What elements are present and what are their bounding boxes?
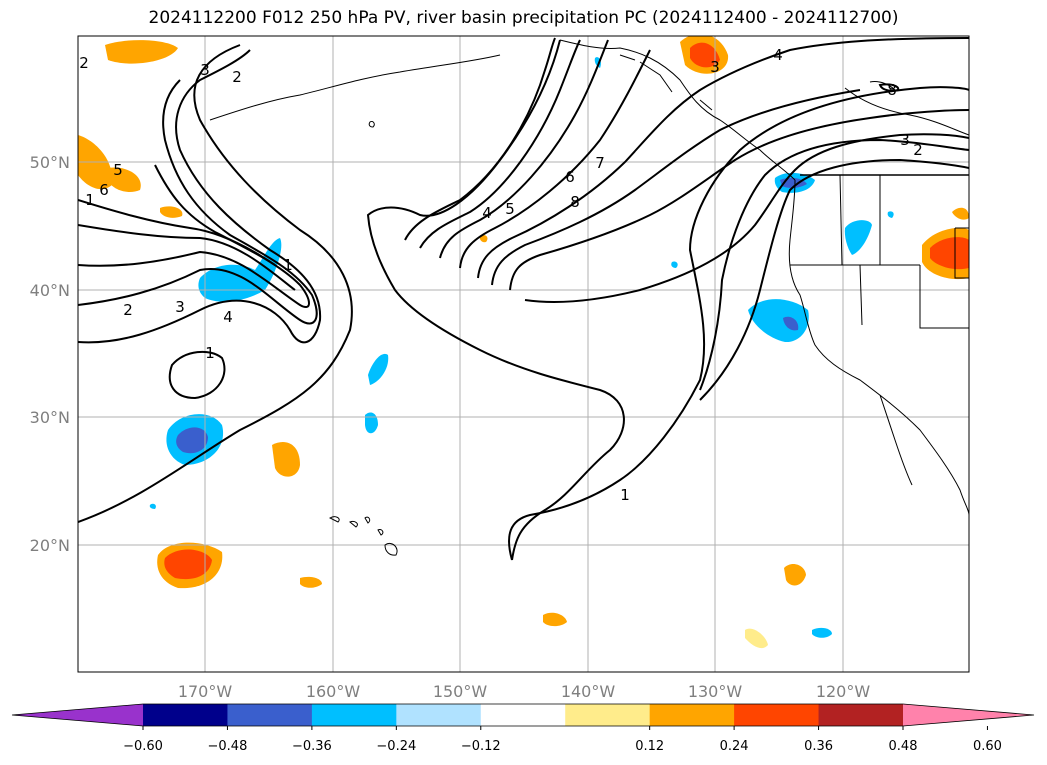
colorbar-tick-label: 0.48: [889, 739, 918, 754]
contour-label: 2: [232, 68, 242, 86]
precip-blob: [930, 237, 969, 270]
colorbar-tick-label: −0.12: [461, 739, 501, 754]
pv-contours: [78, 37, 969, 561]
precip-blob: [105, 40, 178, 64]
contour-label: 6: [99, 181, 109, 199]
lon-label: 140°W: [561, 682, 616, 701]
lat-label: 40°N: [30, 281, 70, 300]
precip-blob: [671, 261, 678, 268]
colorbar-swatch-max-extension: [903, 704, 1034, 726]
contour-label: 2: [913, 141, 923, 159]
contour-label: 5: [505, 200, 515, 218]
contour-label: 7: [595, 154, 605, 172]
contour-label: 3: [200, 61, 210, 79]
lon-label: 170°W: [178, 682, 233, 701]
colorbar-swatch: [143, 704, 228, 726]
lat-label: 30°N: [30, 408, 70, 427]
precip-blob: [952, 207, 969, 220]
colorbar-tick-label: −0.24: [376, 739, 416, 754]
colorbar-tick-label: −0.60: [123, 739, 163, 754]
longitude-labels: 170°W 160°W 150°W 140°W 130°W 120°W: [178, 682, 871, 701]
precip-blob: [887, 211, 894, 218]
colorbar-tick-label: 0.36: [804, 739, 833, 754]
colorbar-swatch: [311, 704, 397, 726]
contour-label: 1: [283, 256, 293, 274]
contour-label: 8: [570, 193, 580, 211]
colorbar-swatch: [396, 704, 482, 726]
contour-label: 3: [710, 58, 720, 76]
latitude-labels: 50°N 40°N 30°N 20°N: [30, 153, 70, 555]
precip-blob: [748, 299, 809, 343]
colorbar-tick-label: −0.36: [292, 739, 332, 754]
colorbar-swatch: [565, 704, 651, 726]
colorbar-tick-label: 0.24: [720, 739, 749, 754]
contour-label: 2: [123, 301, 133, 319]
contour-label: 2: [79, 54, 89, 72]
lat-label: 50°N: [30, 153, 70, 172]
precip-blob: [812, 627, 832, 638]
contour-label: 1: [620, 486, 630, 504]
precip-blob: [783, 316, 799, 331]
contour-label: 6: [565, 168, 575, 186]
contour-label: 3: [175, 298, 185, 316]
precip-blob: [365, 412, 378, 434]
precip-blob: [690, 42, 720, 68]
precip-blob: [844, 220, 872, 255]
lon-label: 150°W: [433, 682, 488, 701]
contour-label: 1: [85, 191, 95, 209]
contour-label: 4: [773, 46, 783, 64]
contour-label: 3: [900, 131, 910, 149]
precip-blob: [164, 549, 212, 580]
precip-blob: [300, 576, 322, 588]
contour-label: 8: [887, 81, 897, 99]
precip-blob: [176, 427, 208, 454]
precip-blob: [368, 353, 389, 385]
lat-label: 20°N: [30, 536, 70, 555]
precip-blob: [149, 503, 156, 509]
colorbar-swatch: [227, 704, 313, 726]
contour-label: 5: [113, 161, 123, 179]
precip-blob: [784, 564, 806, 586]
precip-blob: [272, 442, 300, 477]
precip-blob: [543, 612, 567, 627]
map-frame: [77, 35, 970, 673]
colorbar: −0.60 −0.48 −0.36 −0.24 −0.12 0.12 0.24 0.36 0.4…: [11, 703, 1035, 754]
colorbar-tick-label: 0.12: [635, 739, 664, 754]
lon-label: 160°W: [306, 682, 361, 701]
colorbar-tick-label: −0.48: [208, 739, 248, 754]
precip-blob: [198, 238, 282, 302]
contour-label: 4: [482, 204, 492, 222]
colorbar-swatch: [818, 704, 904, 726]
map-frame-background: [78, 36, 969, 672]
precip-blob: [745, 628, 768, 649]
precip-blob: [108, 167, 141, 192]
colorbar-tick-label: 0.60: [973, 739, 1002, 754]
colorbar-swatch: [649, 704, 735, 726]
precip-blob: [479, 234, 488, 243]
colorbar-swatch-min-extension: [12, 704, 143, 726]
lon-label: 130°W: [688, 682, 743, 701]
colorbar-outline: [11, 703, 1035, 727]
precip-shading: [78, 36, 969, 649]
map-title: 2024112200 F012 250 hPa PV, river basin …: [148, 8, 899, 28]
coastlines: [209, 39, 969, 556]
colorbar-swatch: [734, 704, 820, 726]
contour-label: 1: [205, 344, 215, 362]
colorbar-swatch: [480, 704, 566, 726]
lon-label: 120°W: [816, 682, 871, 701]
contour-labels: 2 3 2 3 4 8 3 2 5 6 1 2 3 4 1 1 4 5 6 7 …: [79, 46, 923, 504]
precip-blob: [160, 206, 183, 218]
contour-label: 4: [223, 308, 233, 326]
